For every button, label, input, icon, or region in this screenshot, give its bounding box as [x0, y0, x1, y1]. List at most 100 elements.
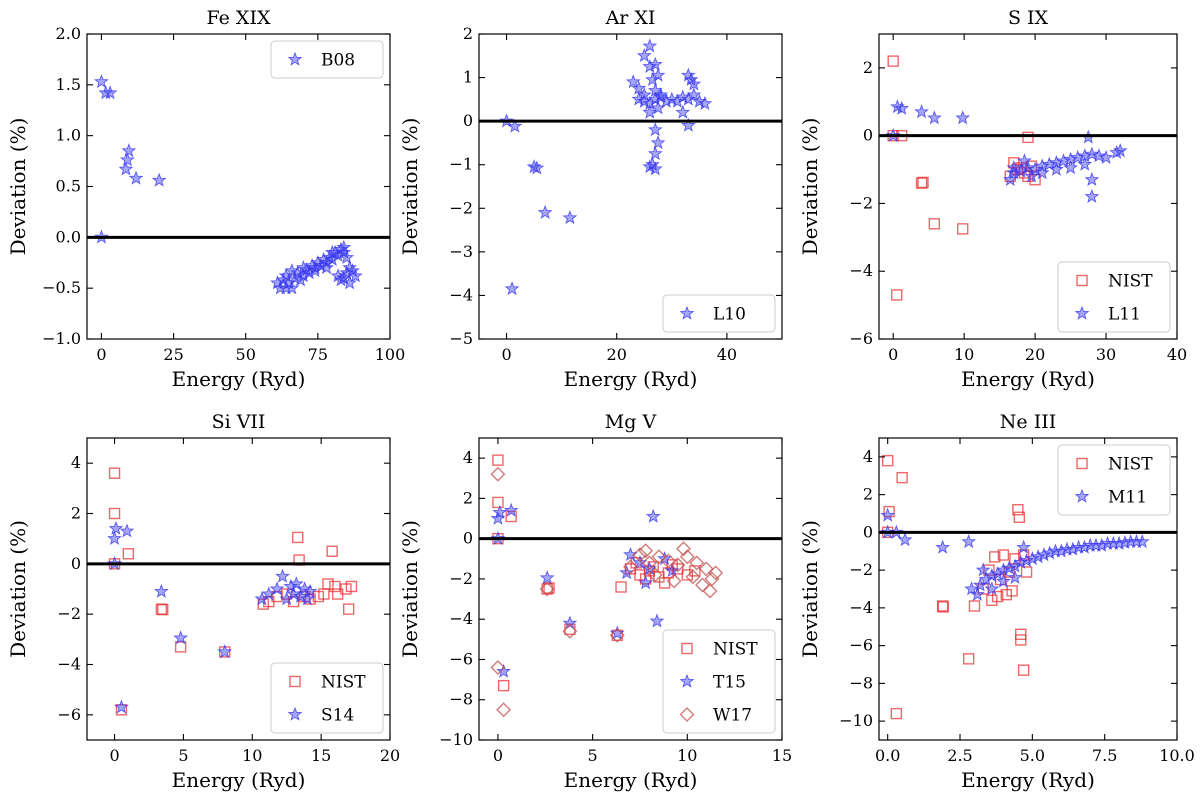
y-tick-label: 2.0: [56, 24, 81, 43]
x-tick-label: 20: [1025, 345, 1045, 364]
data-point-w17-13: [689, 555, 705, 571]
y-tick-label: −2: [849, 560, 873, 579]
x-tick-label: 10.0: [1159, 746, 1195, 765]
data-point-s14-13: [283, 578, 299, 593]
data-point-l11-30: [1084, 188, 1100, 203]
data-point-m11-17: [1019, 552, 1034, 567]
data-point-t15-16: [619, 565, 635, 580]
chart-title: Ar XI: [605, 7, 656, 29]
chart-title: Mg V: [605, 411, 657, 433]
data-point-w17-3: [539, 581, 555, 597]
y-tick-label: −5: [449, 329, 473, 348]
x-tick-label: 0: [888, 345, 898, 364]
x-tick-label: 10: [677, 746, 697, 765]
data-point-m11-6: [964, 581, 979, 596]
plot-frame: [478, 33, 783, 340]
y-tick-label: 0.0: [56, 227, 81, 246]
y-tick-label: 2: [463, 24, 473, 43]
data-point-m11-7: [969, 586, 985, 601]
legend-box: [270, 662, 384, 734]
data-point-m11-33: [1111, 535, 1127, 551]
data-point-nist-4: [896, 471, 908, 484]
data-point-l10-10: [642, 38, 658, 53]
data-point-b08-3: [102, 85, 118, 100]
y-tick-label: −4: [449, 285, 473, 304]
chart-panel-1: Ar XI 0 20 40 −5 −4 −3 −2 −1 0 1 2 Energy (Ryd) Devia…: [398, 7, 783, 391]
x-tick-label: 40: [1167, 345, 1187, 364]
data-point-m11-30: [1094, 537, 1110, 552]
data-point-b08-5: [119, 152, 135, 167]
y-tick-label: −2: [449, 198, 473, 217]
data-point-m11-23: [1053, 543, 1069, 558]
data-point-l10-14: [645, 71, 660, 87]
data-point-nist-1: [492, 454, 504, 466]
data-point-l10-6: [562, 210, 578, 225]
data-point-l11-16: [1070, 149, 1086, 164]
data-point-nist-25: [991, 590, 1004, 603]
data-point-nist-1: [108, 467, 121, 479]
y-tick-label: −0.5: [42, 278, 81, 297]
x-tick-label: 5.0: [1020, 746, 1045, 765]
data-point-m11-14: [1007, 558, 1023, 573]
data-point-l11-22: [1112, 143, 1128, 158]
data-point-m11-11: [990, 566, 1006, 581]
x-tick-label: 50: [236, 345, 256, 364]
data-point-b08-4: [121, 143, 137, 158]
data-point-w17-2: [496, 702, 512, 718]
data-point-s14-19: [302, 583, 318, 598]
y-tick-label: −1: [449, 155, 473, 174]
data-point-m11-36: [1129, 534, 1144, 549]
y-tick-label: −8: [849, 673, 873, 692]
data-point-w17-1: [490, 660, 506, 676]
data-layer: [885, 55, 1128, 301]
data-point-l10-27: [680, 67, 696, 82]
y-tick-label: −2: [57, 604, 81, 623]
data-point-nist-20: [1015, 634, 1027, 646]
data-point-l10-33: [675, 104, 691, 119]
data-point-b08-47: [324, 244, 340, 259]
data-point-nist-2: [891, 289, 903, 301]
data-point-nist-23: [1020, 566, 1033, 578]
plot-frame: [86, 437, 391, 741]
data-point-nist-26: [1006, 585, 1018, 597]
data-point-l10-2: [507, 118, 523, 133]
data-point-s14-8: [254, 591, 270, 606]
data-point-l10-4: [529, 160, 545, 175]
x-tick-label: 30: [1096, 345, 1116, 364]
data-point-w17-23: [666, 573, 682, 589]
y-tick-label: 0: [863, 126, 873, 145]
data-point-s14-2: [108, 520, 124, 535]
data-point-b08-48: [336, 239, 352, 254]
data-point-l10-30: [686, 87, 702, 102]
y-tick-label: −4: [57, 655, 81, 674]
x-tick-label: 0: [96, 345, 106, 364]
y-axis-label: Deviation (%): [798, 520, 822, 658]
data-point-w17-4: [562, 623, 578, 639]
data-point-nist-19: [689, 565, 701, 577]
legend-marker-w17: [679, 707, 695, 722]
data-layer: [499, 38, 713, 296]
data-point-nist-3: [497, 679, 510, 692]
legend: NIST L11: [1057, 261, 1171, 333]
data-point-b08-38: [342, 260, 357, 275]
data-point-l10-29: [686, 76, 702, 91]
data-point-s14-11: [275, 568, 290, 583]
data-point-l10-40: [642, 159, 658, 174]
data-point-w17-11: [670, 557, 686, 573]
x-axis-label: Energy (Ryd): [172, 768, 306, 792]
y-axis-label: Deviation (%): [6, 118, 30, 256]
y-tick-label: −10: [839, 711, 873, 730]
data-point-nist-8: [219, 646, 231, 658]
data-point-l11-3: [914, 104, 929, 119]
data-point-l10-41: [650, 100, 666, 115]
data-point-w17-7: [632, 547, 648, 563]
x-tick-label: 0: [501, 345, 511, 364]
y-tick-label: −2: [849, 193, 873, 212]
data-point-nist-25: [345, 580, 358, 593]
legend-marker-l11: [1074, 305, 1090, 320]
data-point-m11-40: [996, 573, 1011, 588]
data-layer: [490, 454, 724, 718]
data-point-w17-16: [708, 565, 724, 581]
data-point-nist-11: [989, 551, 1001, 563]
